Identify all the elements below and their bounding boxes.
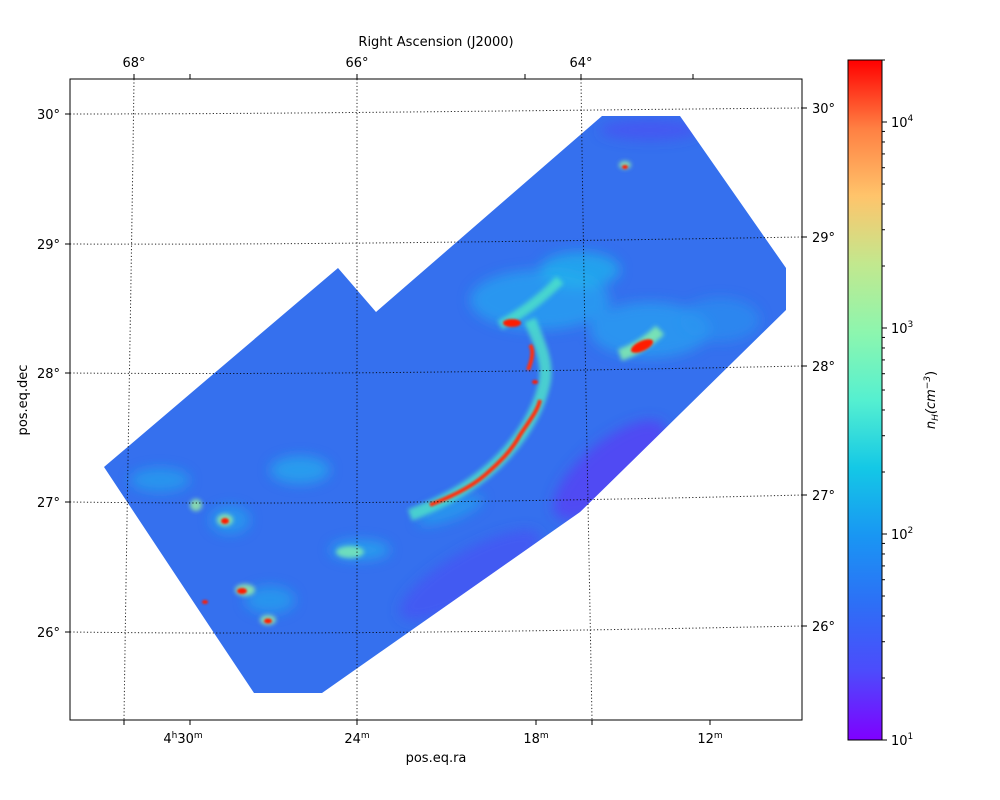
left-axis-title: pos.eq.dec [16, 365, 31, 436]
top-tick-label-64: 64° [569, 56, 592, 71]
right-tick-label-27: 27° [812, 489, 835, 504]
left-tick-label-30: 30° [37, 108, 60, 123]
colorbar-gradient [848, 60, 882, 740]
bottom-tick-label-4h30m: 4h30m [163, 731, 202, 747]
colorbar-tick-label: 102 [891, 526, 913, 543]
left-tick-label-27: 27° [37, 496, 60, 511]
density-map [104, 116, 786, 693]
left-tick-label-26: 26° [37, 626, 60, 641]
colorbar-tick-label: 103 [891, 320, 913, 337]
colorbar: 101 102 103 104 nH(cm−3) [848, 60, 941, 749]
top-tick-label-68: 68° [122, 56, 145, 71]
bottom-axis-title: pos.eq.ra [406, 751, 467, 766]
right-tick-label-26: 26° [812, 620, 835, 635]
bottom-tick-label-24m: 24m [344, 731, 369, 747]
right-tick-label-30: 30° [812, 102, 835, 117]
right-tick-label-29: 29° [812, 231, 835, 246]
colorbar-tick-label: 101 [891, 732, 913, 749]
colorbar-ticks: 101 102 103 104 [882, 60, 914, 749]
top-axis-title: Right Ascension (J2000) [358, 35, 513, 50]
left-tick-label-29: 29° [37, 238, 60, 253]
top-tick-label-66: 66° [345, 56, 368, 71]
bottom-tick-label-18m: 18m [523, 731, 548, 747]
bottom-tick-label-12m: 12m [697, 731, 722, 747]
colorbar-label: nH(cm−3) [923, 371, 941, 429]
colorbar-tick-label: 104 [891, 114, 914, 131]
left-tick-label-28: 28° [37, 367, 60, 382]
right-tick-label-28: 28° [812, 360, 835, 375]
